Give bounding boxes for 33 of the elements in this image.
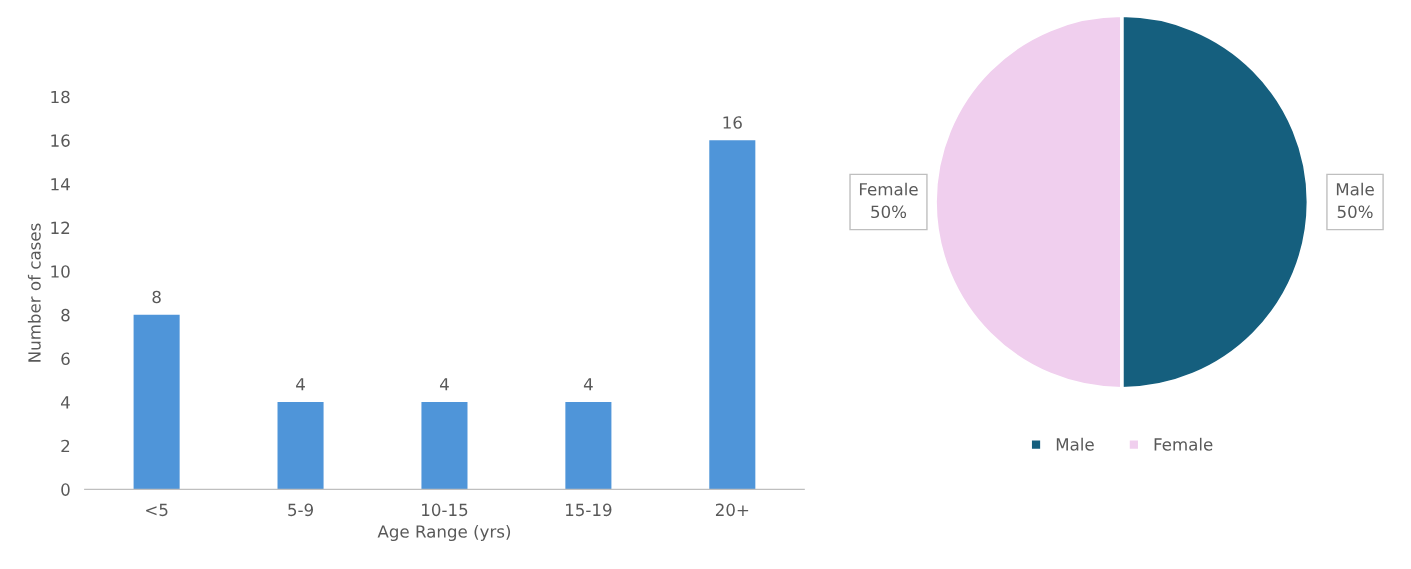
x-tick-label: 5-9 — [288, 503, 313, 517]
y-tick-label: 2 — [61, 439, 70, 453]
y-tick-label: 8 — [61, 308, 70, 322]
data-label: 16 — [723, 116, 742, 129]
slice-label: Male — [1336, 182, 1374, 196]
y-tick-label: 0 — [61, 483, 70, 496]
data-label: 50% — [1337, 205, 1373, 219]
y-tick-label: 10 — [51, 265, 70, 278]
data-label: 8 — [152, 290, 161, 304]
y-tick-label: 14 — [51, 178, 70, 191]
x-tick-label: 15-19 — [566, 503, 612, 517]
x-tick-label: 10-15 — [422, 503, 468, 517]
data-label: 4 — [439, 378, 449, 391]
y-tick-label: 16 — [51, 134, 70, 147]
x-tick-label: 20+ — [715, 503, 749, 517]
bar — [277, 402, 324, 490]
legend-label: Male — [1056, 437, 1094, 451]
y-tick-label: 4 — [60, 396, 70, 409]
legend-label: Female — [1154, 437, 1213, 451]
x-tick-label: <5 — [146, 503, 168, 517]
y-tick-label: 12 — [51, 221, 70, 234]
data-label: 4 — [296, 378, 305, 391]
bar — [133, 314, 180, 490]
slice-label: Female — [859, 182, 918, 196]
y-tick-label: 18 — [51, 90, 70, 104]
bar — [565, 402, 612, 490]
y-tick-label: 6 — [61, 352, 70, 366]
data-label: 4 — [583, 378, 593, 391]
x-axis-title: Age Range (yrs) — [377, 524, 511, 542]
bar — [421, 402, 468, 490]
data-label: 50% — [871, 205, 907, 219]
bar — [709, 140, 756, 490]
y-axis-title: Number of cases — [27, 223, 41, 362]
